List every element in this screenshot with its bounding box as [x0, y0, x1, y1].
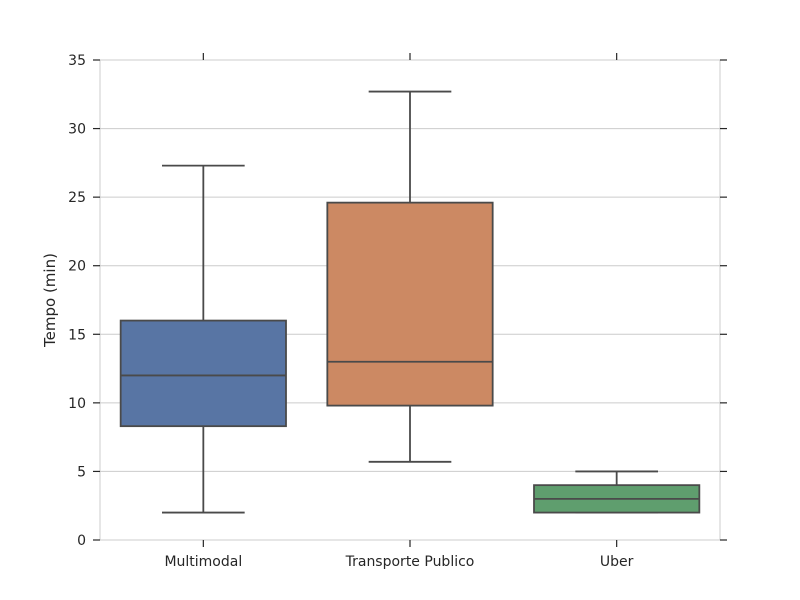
- y-tick-label: 15: [68, 327, 86, 343]
- y-tick-label: 35: [68, 53, 86, 69]
- x-tick-labels: Multimodal Transporte Publico Uber: [164, 554, 633, 570]
- x-tick-label: Multimodal: [164, 554, 242, 570]
- iqr-box: [326, 201, 494, 407]
- boxes: [119, 90, 701, 514]
- y-tick-label: 25: [68, 190, 86, 206]
- y-tick-labels: 0 5 10 15 20 25 30 35: [68, 53, 86, 549]
- y-tick-label: 10: [68, 396, 86, 412]
- axis-ticks: [93, 53, 727, 547]
- iqr-box: [119, 319, 287, 428]
- x-tick-label: Transporte Publico: [345, 554, 475, 570]
- y-axis-label: Tempo (min): [41, 253, 59, 348]
- box-multimodal: [119, 164, 287, 514]
- box-uber: [533, 470, 701, 514]
- y-tick-label: 0: [77, 533, 86, 549]
- x-tick-label: Uber: [600, 554, 634, 570]
- y-tick-label: 30: [68, 122, 86, 138]
- y-tick-label: 5: [77, 464, 86, 480]
- box-transporte-publico: [326, 90, 494, 463]
- y-tick-label: 20: [68, 259, 86, 275]
